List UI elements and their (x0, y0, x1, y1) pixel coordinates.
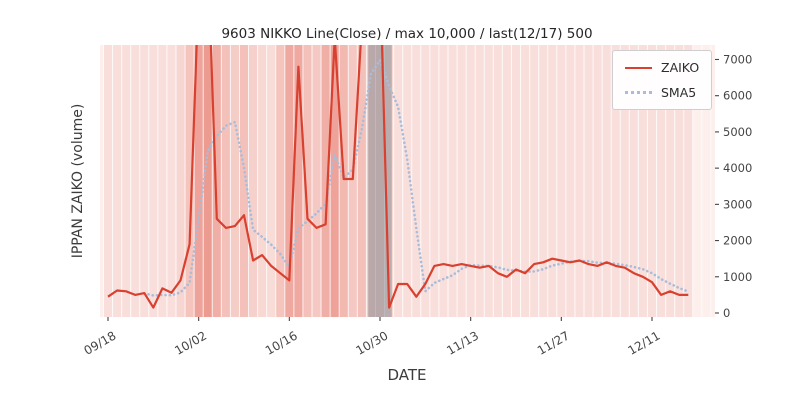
y-axis-ticks: 0 1000 2000 3000 4000 5000 6000 7000 (715, 52, 752, 320)
series-lines (107, 45, 690, 309)
legend-item-zaiko: ZAIKO (625, 60, 699, 75)
sma5-line (143, 57, 690, 297)
x-axis-ticks: 09/18 10/02 10/16 10/30 11/13 11/27 12/11 (82, 317, 663, 358)
x-tick-label-2: 10/16 (263, 328, 300, 357)
x-tick-label-5: 11/27 (535, 328, 572, 357)
legend-sma5-line-sample (625, 91, 652, 94)
y-tick-label-4: 4000 (723, 161, 752, 175)
legend-sma5-label: SMA5 (661, 85, 697, 100)
x-tick-label-1: 10/02 (172, 328, 209, 357)
legend-item-sma5: SMA5 (625, 85, 699, 100)
legend-zaiko-label: ZAIKO (661, 60, 700, 75)
y-axis-label: IPPAN ZAIKO (volume) (70, 103, 86, 259)
y-tick-label-1: 1000 (723, 270, 752, 284)
y-tick-label-3: 3000 (723, 197, 752, 211)
x-tick-label-6: 12/11 (626, 328, 663, 357)
event-band (368, 45, 392, 317)
chart-title: 9603 NIKKO Line(Close) / max 10,000 / la… (221, 26, 593, 42)
y-tick-label-7: 7000 (723, 52, 752, 66)
y-tick-label-6: 6000 (723, 89, 752, 103)
legend-zaiko-line-sample (625, 66, 652, 69)
x-tick-label-4: 11/13 (444, 328, 481, 357)
y-tick-label-2: 2000 (723, 234, 752, 248)
legend: ZAIKO SMA5 (612, 50, 713, 110)
x-tick-label-0: 09/18 (82, 328, 119, 357)
x-tick-label-3: 10/30 (354, 328, 391, 357)
x-axis-label: DATE (387, 366, 427, 384)
zaiko-line (107, 45, 689, 309)
y-tick-label-0: 0 (723, 306, 730, 320)
y-tick-label-5: 5000 (723, 125, 752, 139)
